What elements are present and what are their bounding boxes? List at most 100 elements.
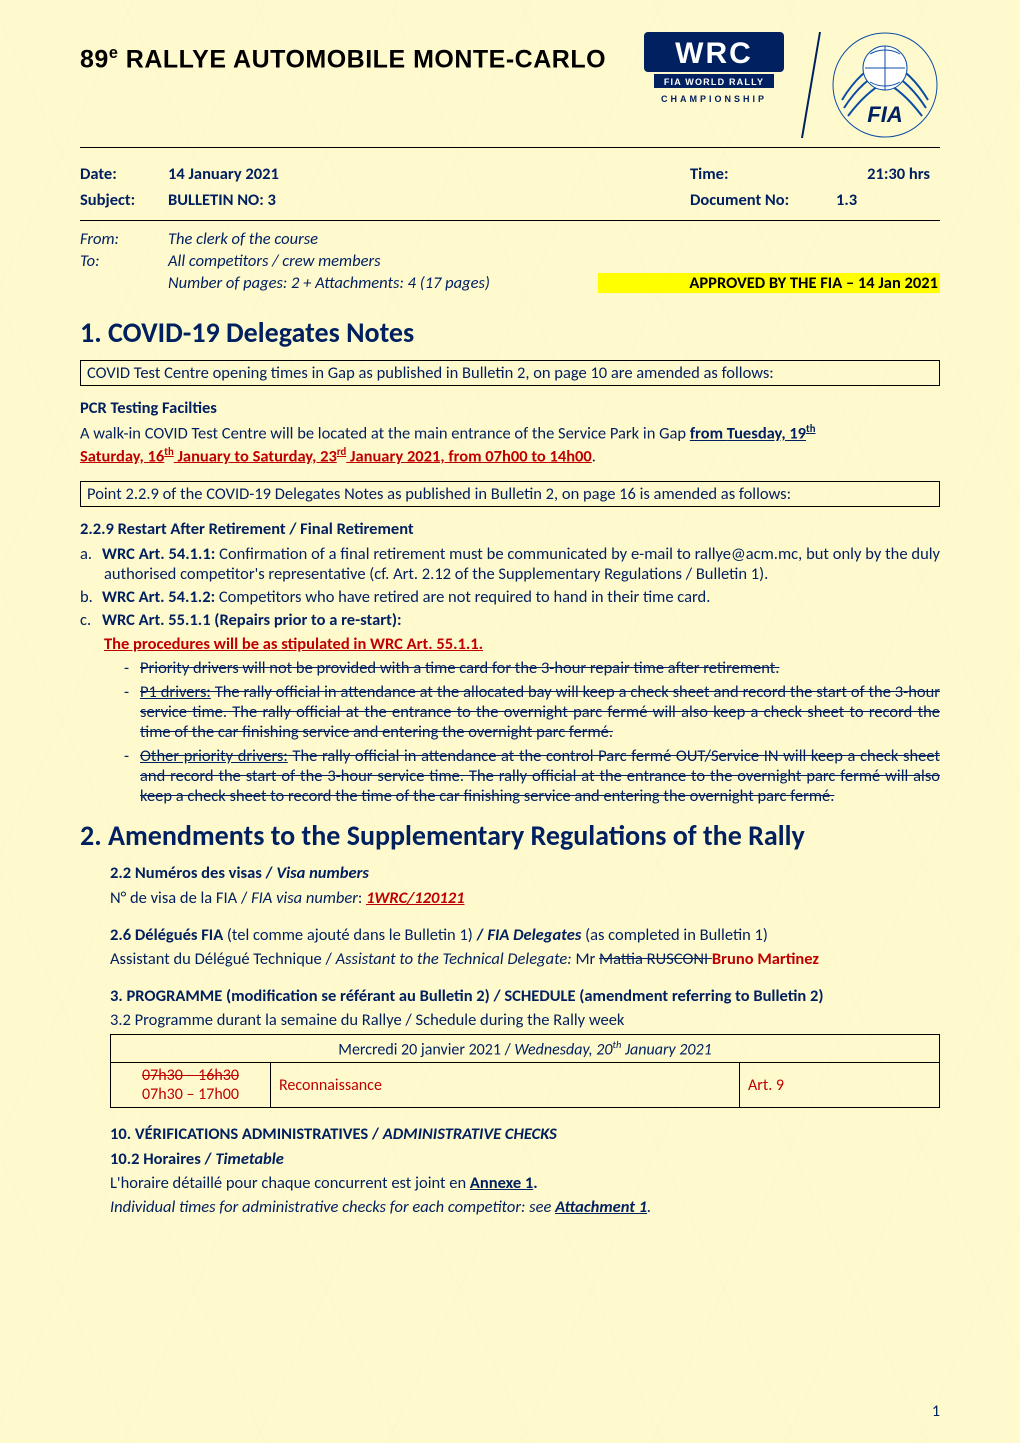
pcr-from: from [690, 424, 727, 444]
meta-separator [80, 220, 940, 221]
s229-c-dash3: Other priority drivers: The rally offici… [124, 746, 940, 806]
page-number: 1 [932, 1402, 940, 1421]
s229-c-dash2: P1 drivers: The rally official in attend… [124, 682, 940, 742]
s102-line-fr-a: L'horaire détaillé pour chaque concurren… [110, 1173, 470, 1193]
svg-text:WRC: WRC [675, 37, 753, 70]
table-header-row: Mercredi 20 janvier 2021 / Wednesday, 20… [111, 1035, 940, 1063]
s229-a-strong: WRC Art. 54.1.1: [102, 544, 215, 564]
svg-text:FIA: FIA [867, 102, 902, 127]
s229-c-dash2-u: P1 drivers: [140, 682, 211, 702]
section-2-body: 2.2 Numéros des visas / Visa numbers N° … [80, 863, 940, 1217]
s102-head-fr: 10.2 Horaires / [110, 1149, 212, 1169]
pcr-red-1c: January 2021, from 07h00 to 14h00 [346, 446, 592, 466]
amend-box-2: Point 2.2.9 of the COVID-19 Delegates No… [80, 481, 940, 507]
s229-heading: 2.2.9 Restart After Retirement / Final R… [80, 519, 940, 540]
event-title-sup: e [109, 44, 119, 62]
deleg-head-paren-fr: (tel comme ajouté dans le Bulletin 1) [223, 925, 476, 945]
section-1-heading: 1. COVID-19 Delegates Notes [80, 315, 940, 350]
header-rule [80, 147, 940, 148]
s102-line-it: Individual times for administrative chec… [110, 1197, 940, 1218]
table-header-fr: Mercredi 20 janvier 2021 / [338, 1040, 514, 1059]
pcr-heading: PCR Testing Facilties [80, 398, 940, 419]
deleg-line-fr: Assistant du Délégué Technique / [110, 949, 336, 969]
s10-head: 10. VÉRIFICATIONS ADMINISTRATIVES / ADMI… [110, 1124, 940, 1145]
visa-line-it: FIA visa number [251, 888, 358, 908]
logo-divider [794, 30, 824, 145]
cell-time: 07h30 – 16h30 07h30 – 17h00 [111, 1063, 271, 1108]
event-title-post: RALLYE AUTOMOBILE MONTE-CARLO [118, 45, 606, 73]
deleg-line-it: Assistant to the Technical Delegate: [336, 949, 572, 969]
time-strike: 07h30 – 16h30 [142, 1066, 239, 1085]
wrc-logo: WRC FIA WORLD RALLY CHAMPIONSHIP [640, 30, 788, 113]
s229-b-text: Competitors who have retired are not req… [215, 587, 710, 607]
s229-item-b: b.WRC Art. 54.1.2: Competitors who have … [80, 587, 940, 607]
s229-c-dash2-rest: The rally official in attendance at the … [140, 682, 940, 742]
subject-label: Subject: [80, 190, 168, 210]
event-title-pre: 89 [80, 45, 109, 73]
prog-head: 3. PROGRAMME (modification se référant a… [110, 986, 940, 1007]
visa-head-it: Visa numbers [273, 863, 369, 883]
s10-head-it: ADMINISTRATIVE CHECKS [379, 1124, 557, 1144]
pcr-red-1b-sup: rd [337, 445, 346, 458]
deleg-mr: Mr [572, 949, 599, 969]
s229-c-strong: WRC Art. 55.1.1 (Repairs prior to a re-s… [102, 610, 402, 630]
s102-line-fr: L'horaire détaillé pour chaque concurren… [110, 1173, 940, 1194]
table-header-it-post: January 2021 [621, 1040, 711, 1059]
section-2-heading: 2. Amendments to the Supplementary Regul… [80, 818, 940, 853]
deleg-head-it: FIA Delegates [487, 925, 581, 945]
to-label: To: [80, 251, 168, 271]
event-title: 89e RALLYE AUTOMOBILE MONTE-CARLO [80, 44, 606, 74]
prog-head-text: 3. PROGRAMME (modification se référant a… [110, 986, 823, 1006]
cell-activity: Reconnaissance [271, 1063, 740, 1108]
s229-b-strong: WRC Art. 54.1.2: [102, 587, 215, 607]
pcr-red-1b: January to Saturday, 23 [174, 446, 337, 466]
svg-text:CHAMPIONSHIP: CHAMPIONSHIP [661, 94, 767, 104]
s102-head: 10.2 Horaires / Timetable [110, 1149, 940, 1170]
s229-a-text: Confirmation of a final retirement must … [104, 544, 940, 584]
s229-item-c: c.WRC Art. 55.1.1 (Repairs prior to a re… [80, 610, 940, 806]
to-value-1: All competitors / crew members [168, 251, 598, 271]
header-logos: WRC FIA WORLD RALLY CHAMPIONSHIP [640, 30, 940, 145]
time-red: 07h30 – 17h00 [142, 1085, 239, 1104]
deleg-head-slash: / [477, 925, 488, 945]
from-label: From: [80, 229, 168, 249]
pcr-strike-1: Tuesday, 19 [727, 424, 806, 444]
svg-text:FIA WORLD RALLY: FIA WORLD RALLY [664, 77, 764, 87]
s229-item-a: a.WRC Art. 54.1.1: Confirmation of a fin… [80, 544, 940, 584]
s102-head-it: Timetable [212, 1149, 284, 1169]
approved-badge: APPROVED BY THE FIA – 14 Jan 2021 [598, 273, 940, 293]
time-value: 21:30 hrs [830, 164, 940, 184]
header-row: 89e RALLYE AUTOMOBILE MONTE-CARLO WRC FI… [80, 30, 940, 145]
s229-c-label: c. [80, 610, 102, 630]
deleg-head: 2.6 Délégués FIA (tel comme ajouté dans … [110, 925, 940, 946]
date-label: Date: [80, 164, 168, 184]
table-header-it-sup: th [613, 1038, 622, 1051]
table-row: 07h30 – 16h30 07h30 – 17h00 Reconnaissan… [111, 1063, 940, 1108]
docno-value: 1.3 [830, 190, 940, 210]
pcr-strike-1-sup: th [806, 422, 815, 435]
meta-block: Date: 14 January 2021 Time: 21:30 hrs Su… [80, 164, 940, 223]
deleg-line: Assistant du Délégué Technique / Assista… [110, 949, 940, 970]
s229-a-label: a. [80, 544, 102, 564]
pcr-red-1a-sup: th [164, 445, 173, 458]
prog-sub: 3.2 Programme durant la semaine du Rally… [110, 1010, 940, 1031]
deleg-head-fr: 2.6 Délégués FIA [110, 925, 223, 945]
s229-c-dashlist: Priority drivers will not be provided wi… [104, 658, 940, 806]
table-header-it-pre: Wednesday, 20 [514, 1040, 612, 1059]
docno-label: Document No: [690, 190, 830, 210]
pcr-paragraph: A walk-in COVID Test Centre will be loca… [80, 422, 940, 467]
visa-head: 2.2 Numéros des visas / Visa numbers [110, 863, 940, 884]
visa-line: N° de visa de la FIA / FIA visa number: … [110, 888, 940, 909]
s10-head-fr: 10. VÉRIFICATIONS ADMINISTRATIVES / [110, 1124, 379, 1144]
schedule-table: Mercredi 20 janvier 2021 / Wednesday, 20… [110, 1034, 940, 1108]
fia-logo: FIA [830, 30, 940, 145]
pcr-red-1a: Saturday, 16 [80, 446, 164, 466]
meta-block-2: From: The clerk of the course To: All co… [80, 229, 940, 293]
cell-ref: Art. 9 [740, 1063, 940, 1108]
deleg-head-paren-en: (as completed in Bulletin 1) [581, 925, 768, 945]
visa-head-fr: 2.2 Numéros des visas / [110, 863, 273, 883]
table-header: Mercredi 20 janvier 2021 / Wednesday, 20… [111, 1035, 940, 1063]
visa-value: 1WRC/120121 [366, 888, 464, 908]
s229-list: a.WRC Art. 54.1.1: Confirmation of a fin… [80, 544, 940, 806]
from-value: The clerk of the course [168, 229, 940, 249]
